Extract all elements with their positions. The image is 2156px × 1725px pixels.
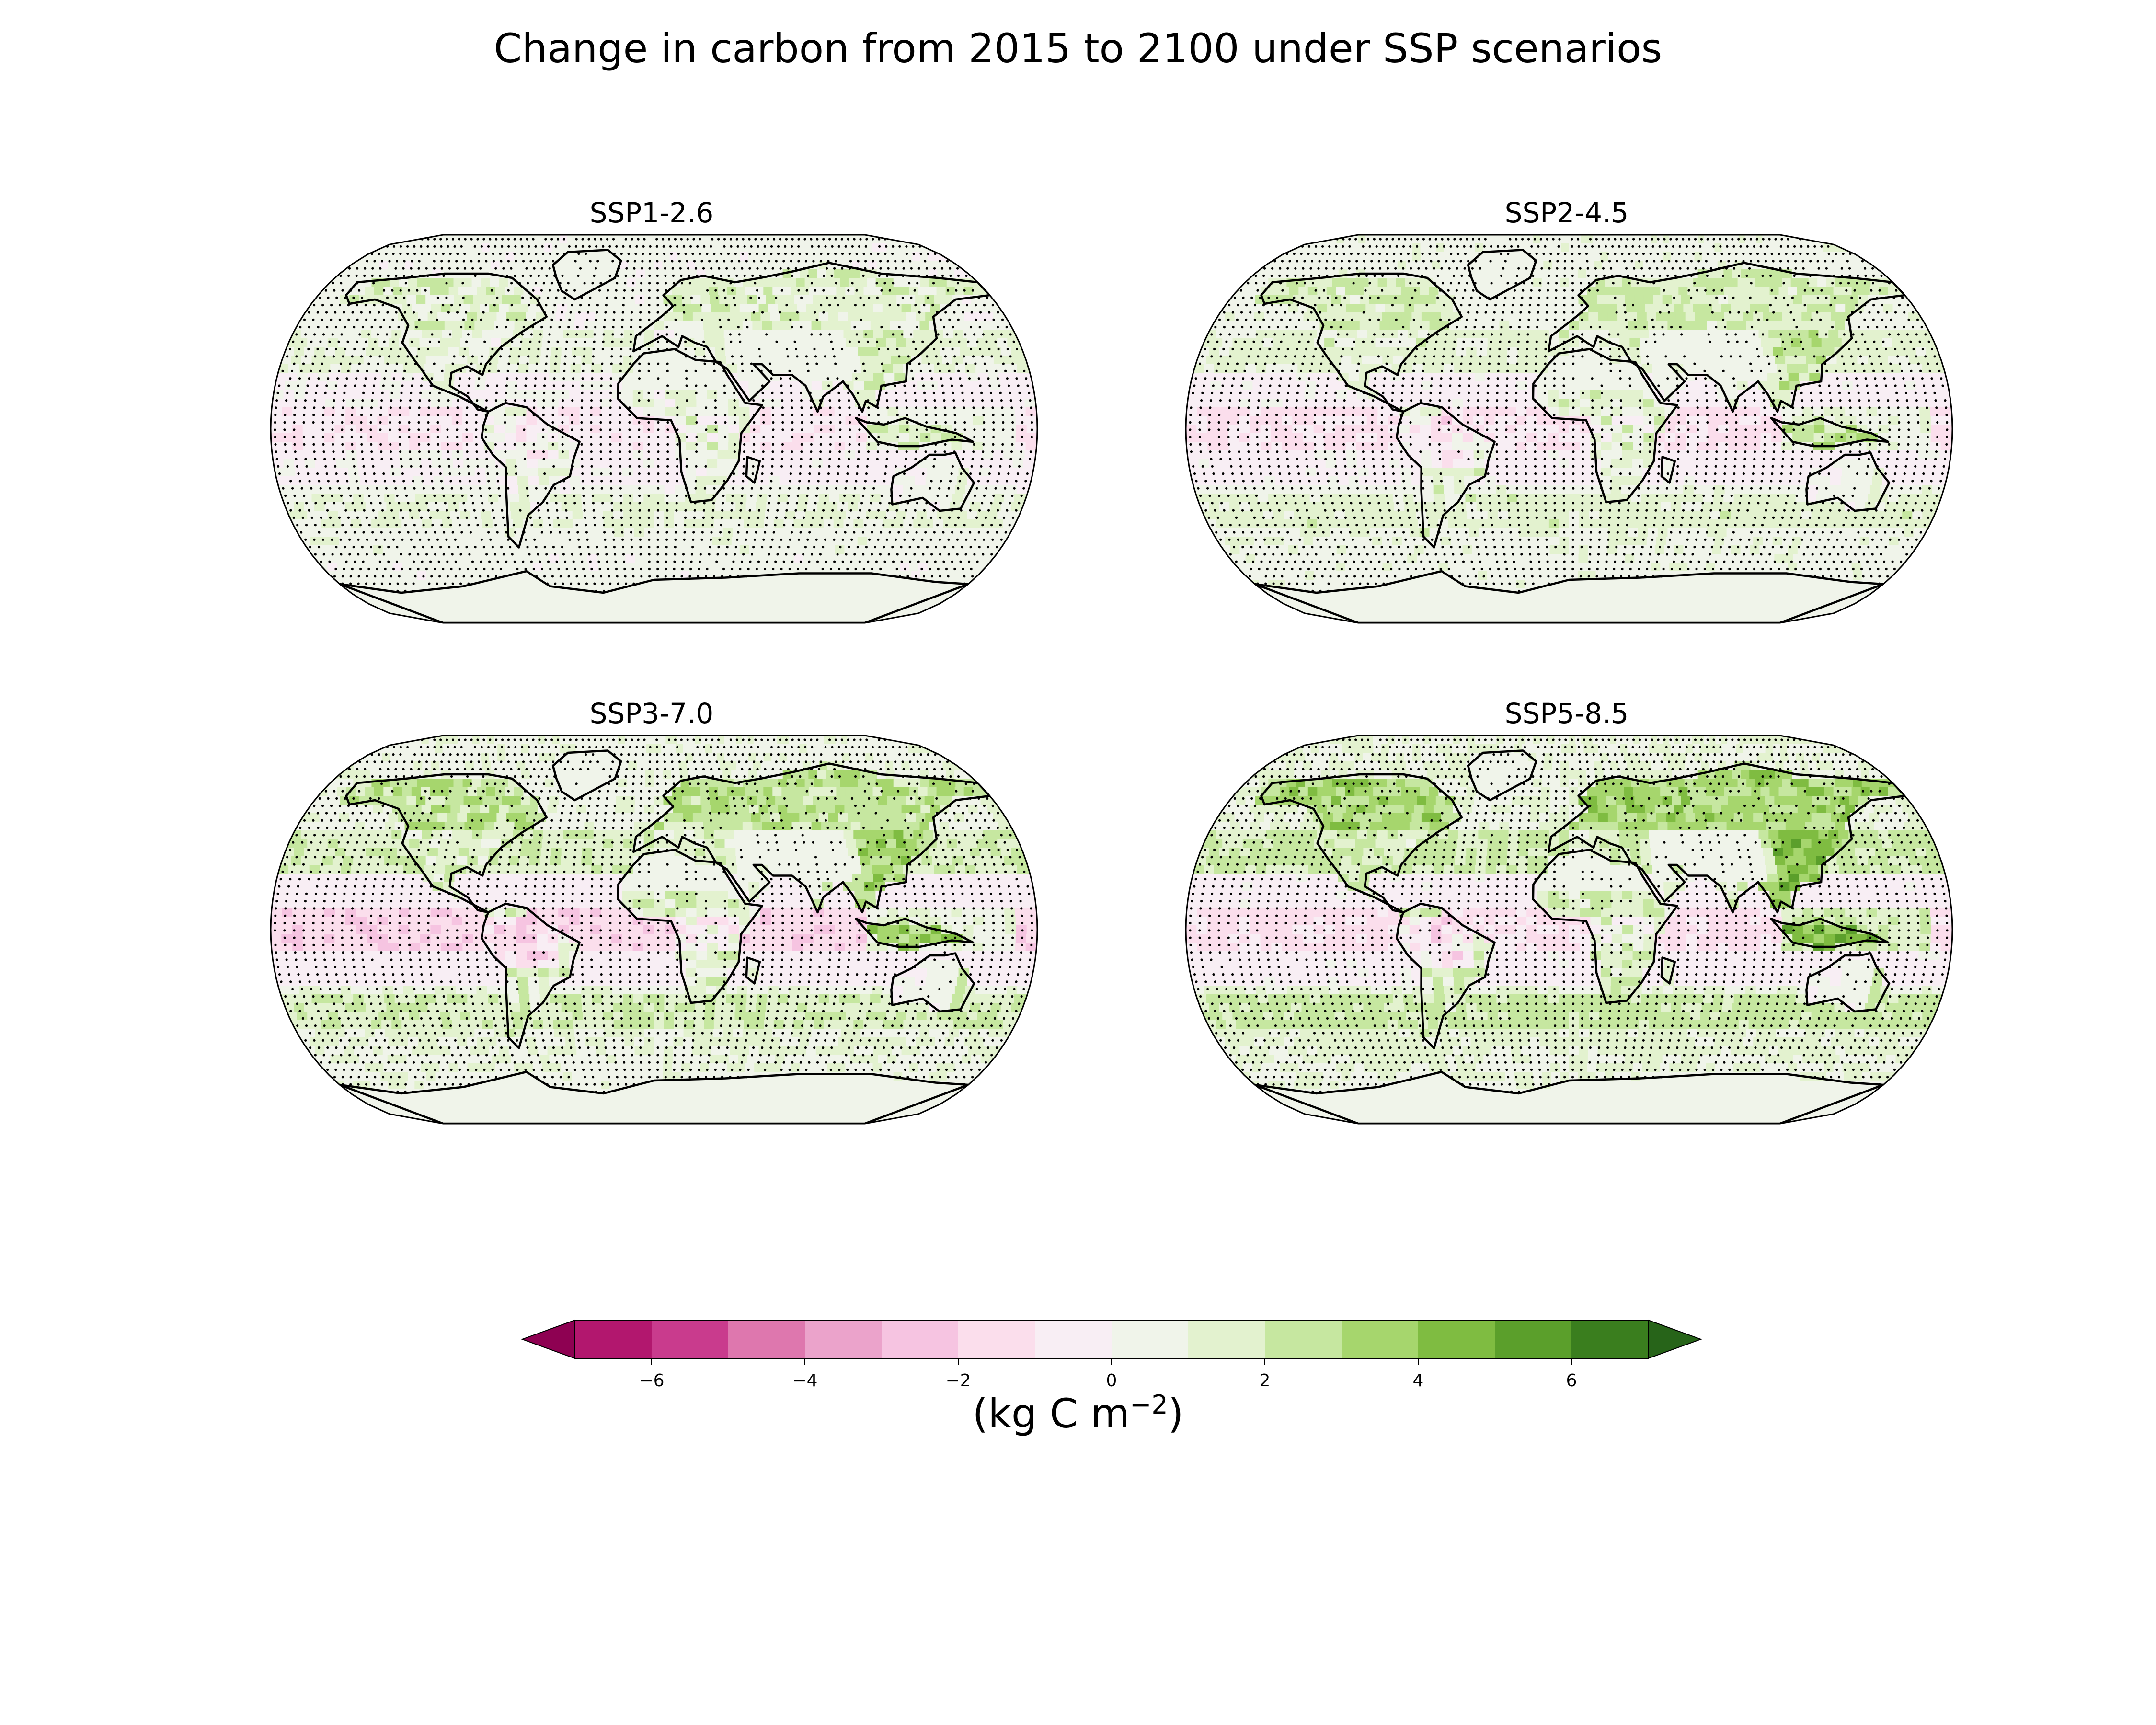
carbon-change-field: [271, 736, 1037, 1124]
significance-stippling: [1189, 238, 1949, 592]
colorbar-segment: [1035, 1320, 1112, 1358]
coastlines: [1253, 249, 1906, 623]
map-frame: [1185, 234, 1953, 624]
colorbar: −6 −4 −2 0 2 4 6: [521, 1319, 1702, 1391]
map-panel-4: [1185, 735, 1953, 1125]
colorbar-tick-label: 4: [1413, 1371, 1424, 1391]
colorbar-segment: [1418, 1320, 1495, 1358]
colorbar-segment: [1495, 1320, 1572, 1358]
colorbar-segment: [1571, 1320, 1649, 1358]
colorbar-extend-min: [521, 1319, 575, 1359]
map-panel-1: [270, 234, 1038, 624]
carbon-change-field: [1186, 235, 1952, 623]
colorbar-tick-label: −4: [792, 1371, 817, 1391]
figure-title: Change in carbon from 2015 to 2100 under…: [0, 25, 2156, 72]
colorbar-segment: [805, 1320, 882, 1358]
carbon-change-field: [271, 235, 1037, 623]
colorbar-segment: [1112, 1320, 1189, 1358]
panel-title-ssp5-8.5: SSP5-8.5: [1183, 697, 1950, 730]
carbon-change-field: [1186, 736, 1952, 1124]
colorbar-segment: [1188, 1320, 1265, 1358]
colorbar-segment: [1342, 1320, 1419, 1358]
map-frame: [270, 735, 1038, 1125]
colorbar-units-label: (kg C m−2): [0, 1390, 2156, 1437]
panel-title-ssp2-4.5: SSP2-4.5: [1183, 196, 1950, 229]
map-frame: [1185, 735, 1953, 1125]
colorbar-segment: [575, 1320, 652, 1358]
significance-stippling: [274, 738, 1033, 1093]
colorbar-segment: [882, 1320, 959, 1358]
colorbar-segment: [1265, 1320, 1342, 1358]
colorbar-extend-max: [1648, 1319, 1702, 1359]
coastlines: [338, 249, 991, 623]
colorbar-segment: [728, 1320, 805, 1358]
colorbar-tick-label: 6: [1566, 1371, 1577, 1391]
significance-stippling: [274, 238, 1033, 592]
panel-title-ssp3-7.0: SSP3-7.0: [268, 697, 1035, 730]
colorbar-tick-label: 0: [1106, 1371, 1117, 1391]
colorbar-tick-label: 2: [1260, 1371, 1271, 1391]
significance-stippling: [1189, 738, 1949, 1093]
coastlines: [338, 749, 991, 1124]
map-frame: [270, 234, 1038, 624]
map-panel-3: [270, 735, 1038, 1125]
colorbar-tick-label: −6: [639, 1371, 664, 1391]
panel-title-ssp1-2.6: SSP1-2.6: [268, 196, 1035, 229]
map-panel-2: [1185, 234, 1953, 624]
coastlines: [1253, 749, 1906, 1124]
colorbar-segment: [958, 1320, 1035, 1358]
colorbar-tick-label: −2: [945, 1371, 971, 1391]
colorbar-segment: [652, 1320, 729, 1358]
